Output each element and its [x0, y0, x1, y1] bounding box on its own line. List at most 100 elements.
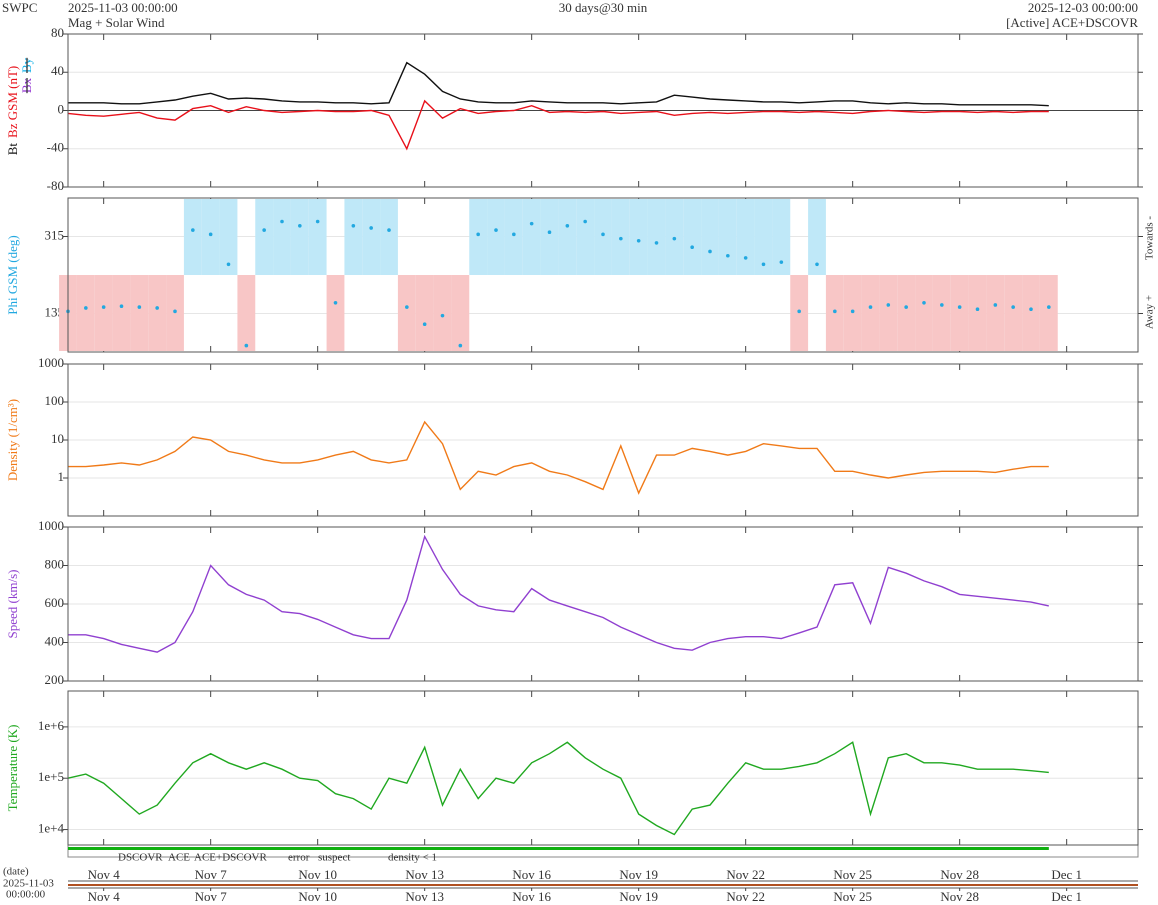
sector-band — [522, 199, 541, 275]
sector-band — [897, 275, 916, 351]
point — [850, 309, 855, 314]
sector-band — [344, 199, 363, 275]
y-tick-label: 1000 — [38, 355, 64, 370]
panel: 1e+4 1e+5 1e+6 Temperature (K) — [5, 690, 1143, 846]
sector-band — [112, 275, 131, 351]
point — [529, 221, 534, 226]
source-bar — [68, 847, 1049, 850]
y-tick-label: 800 — [45, 556, 65, 571]
x-tick-label: Dec 1 — [1051, 889, 1082, 904]
panel: -80 -40 0 40 80 Bt Bz GSM (nT) Bx By — [5, 25, 1143, 193]
x-tick-label: Nov 7 — [195, 867, 228, 882]
panel: 1 10 100 1000 Density (1/cm³) — [5, 355, 1143, 517]
sector-band — [932, 275, 951, 351]
point — [1029, 307, 1033, 312]
point — [494, 228, 498, 232]
sector-band — [415, 275, 434, 351]
sector-band — [255, 199, 274, 275]
y-axis-label-part: Bz GSM (nT) — [5, 66, 20, 138]
x-tick-label: Nov 13 — [405, 867, 444, 882]
y-tick-label: 1e+6 — [38, 718, 65, 733]
series-line — [67, 741, 1049, 836]
series-line — [68, 534, 1049, 653]
point — [369, 226, 373, 230]
sector-band — [986, 275, 1005, 351]
y-axis-label: Speed (km/s) — [5, 570, 20, 639]
x-tick-label: Nov 25 — [833, 889, 872, 904]
hidden-series: Bx — [19, 78, 34, 94]
point — [226, 262, 231, 267]
sector-band — [326, 275, 345, 351]
point — [315, 219, 320, 224]
y-axis-label: Temperature (K) — [5, 725, 20, 812]
y-tick-label: 40 — [51, 63, 64, 78]
point — [726, 253, 730, 258]
panel-frame — [67, 197, 1139, 353]
x-tick-label: Nov 28 — [940, 889, 979, 904]
sector-band — [469, 199, 488, 275]
point — [173, 309, 177, 314]
sector-band — [94, 275, 113, 351]
y-axis-label: Phi GSM (deg) — [5, 235, 20, 314]
y-axis-label: Density (1/cm³) — [5, 399, 20, 481]
series-line — [68, 420, 1049, 495]
point — [351, 224, 356, 228]
sector-band — [76, 275, 95, 351]
y-tick-label: 0 — [58, 101, 65, 116]
x-tick-label: Nov 25 — [833, 867, 872, 882]
point — [904, 305, 908, 309]
x-tick-label: Nov 19 — [619, 889, 658, 904]
sector-band — [380, 199, 398, 275]
point — [922, 301, 926, 305]
point — [583, 219, 587, 224]
y-tick-label: -80 — [47, 178, 64, 193]
legend-entry: ACE+DSCOVR — [194, 852, 267, 864]
point — [298, 224, 302, 228]
sector-band — [861, 275, 880, 351]
y-tick-label: 80 — [51, 25, 64, 40]
sector-band — [1022, 275, 1040, 351]
point — [708, 249, 712, 254]
date-label: (date) — [3, 866, 29, 878]
point — [422, 322, 427, 326]
sector-band — [433, 275, 452, 351]
y-tick-label: 1e+4 — [38, 821, 65, 836]
hidden-series-label: Bx By — [19, 57, 34, 93]
end-time: 2025-12-03 00:00:00 — [1028, 0, 1138, 15]
point — [1011, 305, 1015, 309]
legend-entry: suspect — [318, 852, 350, 864]
sector-band — [879, 275, 898, 351]
point — [208, 232, 213, 237]
date: 2025-11-03 — [3, 878, 54, 890]
point — [975, 307, 980, 312]
x-tick-label: Nov 16 — [512, 867, 551, 882]
point — [619, 236, 623, 241]
sector-band — [451, 275, 470, 351]
y-tick-label: 10 — [51, 431, 64, 446]
y-tick-label: -40 — [47, 140, 64, 155]
sector-band — [1004, 275, 1023, 351]
point — [101, 305, 106, 309]
point — [512, 232, 516, 237]
sector-band — [558, 199, 577, 275]
x-tick-label: Nov 4 — [88, 889, 121, 904]
sector-band — [1039, 275, 1058, 351]
point — [387, 228, 391, 232]
y-tick-label: 1000 — [38, 518, 64, 533]
point — [833, 309, 837, 314]
x-tick-label: Nov 19 — [619, 867, 658, 882]
point — [262, 228, 266, 232]
sector-band — [540, 199, 559, 275]
sector-band — [219, 199, 238, 275]
y-tick-label: 600 — [45, 595, 65, 610]
y-tick-label: 400 — [45, 633, 65, 648]
point — [993, 303, 998, 307]
point — [672, 236, 677, 241]
point — [119, 304, 124, 309]
point — [476, 232, 480, 237]
span: 30 days@30 min — [559, 0, 648, 15]
point — [565, 224, 570, 228]
sector-band — [915, 275, 933, 351]
